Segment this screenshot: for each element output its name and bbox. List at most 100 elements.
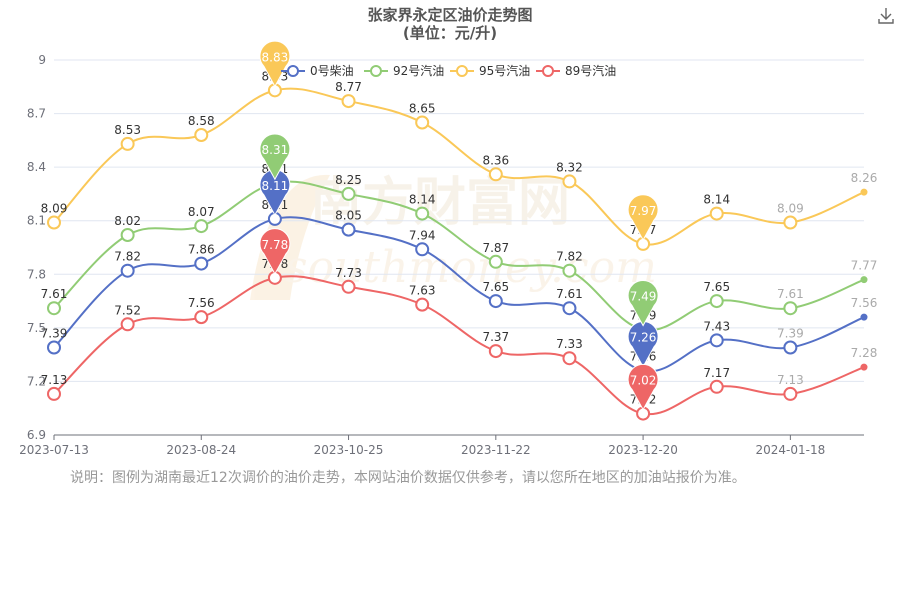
pin-label: 7.49 bbox=[630, 290, 657, 304]
data-label: 8.14 bbox=[703, 193, 730, 207]
y-tick-label: 8.1 bbox=[27, 214, 46, 228]
data-label: 7.52 bbox=[114, 303, 141, 317]
pin-label: 7.26 bbox=[630, 331, 657, 345]
data-label: 8.26 bbox=[851, 171, 878, 185]
data-label: 8.09 bbox=[777, 202, 804, 216]
legend-item[interactable]: 92号汽油 bbox=[364, 63, 444, 78]
marker-pin: 7.97 bbox=[627, 194, 659, 241]
data-label: 8.36 bbox=[482, 153, 509, 167]
data-point bbox=[415, 297, 430, 312]
y-tick-label: 6.9 bbox=[27, 428, 46, 442]
data-label: 8.05 bbox=[335, 209, 362, 223]
pin-label: 8.31 bbox=[262, 143, 289, 157]
y-tick-label: 7.2 bbox=[27, 374, 46, 388]
data-point bbox=[120, 317, 135, 332]
pin-label: 8.11 bbox=[262, 179, 289, 193]
data-label: 8.07 bbox=[188, 205, 215, 219]
y-tick-label: 7.5 bbox=[27, 321, 46, 335]
data-label: 7.82 bbox=[114, 250, 141, 264]
data-label: 8.32 bbox=[556, 160, 583, 174]
data-label: 7.17 bbox=[703, 366, 730, 380]
data-label: 8.14 bbox=[409, 193, 436, 207]
data-point bbox=[47, 301, 61, 316]
data-point bbox=[562, 351, 577, 366]
data-label: 7.56 bbox=[851, 296, 878, 310]
data-point bbox=[194, 128, 209, 142]
legend: 0号柴油 92号汽油 95号汽油 89号汽油 bbox=[281, 63, 616, 78]
legend-item[interactable]: 0号柴油 bbox=[281, 64, 354, 78]
data-label: 7.65 bbox=[703, 280, 730, 294]
data-label: 7.86 bbox=[188, 243, 215, 257]
data-label: 7.39 bbox=[777, 327, 804, 341]
y-tick-label: 8.7 bbox=[27, 107, 46, 121]
legend-symbol bbox=[287, 65, 299, 77]
data-point bbox=[562, 174, 577, 189]
data-label: 8.02 bbox=[114, 214, 141, 228]
data-label: 7.73 bbox=[335, 266, 362, 280]
data-label: 7.61 bbox=[41, 287, 68, 301]
legend-symbol bbox=[542, 65, 554, 77]
chart-title: 张家界永定区油价走势图 bbox=[367, 6, 533, 24]
pin-shape bbox=[259, 40, 291, 88]
data-label: 8.25 bbox=[335, 173, 362, 187]
series-line bbox=[53, 216, 865, 373]
data-point bbox=[709, 294, 724, 309]
data-point bbox=[488, 167, 503, 182]
pin-shape bbox=[627, 194, 659, 241]
series-4: 7.137.527.567.787.737.637.377.337.027.17… bbox=[41, 257, 877, 421]
data-point bbox=[860, 276, 868, 284]
data-point bbox=[488, 294, 503, 309]
pin-shape bbox=[259, 228, 291, 275]
legend-item[interactable]: 89号汽油 bbox=[536, 63, 616, 78]
data-label: 7.61 bbox=[777, 287, 804, 301]
data-point bbox=[783, 340, 798, 355]
y-tick-label: 8.4 bbox=[27, 160, 46, 174]
legend-item[interactable]: 95号汽油 bbox=[450, 63, 530, 78]
data-label: 7.82 bbox=[556, 250, 583, 264]
data-point bbox=[194, 219, 209, 234]
marker-pin: 7.78 bbox=[259, 228, 291, 275]
watermark-text: 南方财富网 bbox=[310, 173, 570, 233]
data-label: 8.53 bbox=[114, 123, 141, 137]
data-point bbox=[120, 136, 135, 151]
data-label: 7.43 bbox=[703, 319, 730, 333]
data-point bbox=[47, 386, 61, 401]
watermark-logo-shape bbox=[250, 174, 330, 300]
legend-label: 92号汽油 bbox=[393, 63, 444, 78]
data-label: 7.61 bbox=[556, 287, 583, 301]
data-point bbox=[47, 340, 61, 355]
legend-symbol bbox=[456, 65, 468, 77]
data-point bbox=[860, 313, 868, 321]
pin-label: 7.97 bbox=[630, 204, 657, 218]
data-point bbox=[415, 115, 430, 130]
x-tick-label: 2023-08-24 bbox=[166, 443, 236, 457]
marker-pin: 8.83 bbox=[259, 40, 291, 88]
data-label: 7.65 bbox=[482, 280, 509, 294]
data-point bbox=[709, 333, 724, 348]
data-label: 8.77 bbox=[335, 80, 362, 94]
legend-label: 0号柴油 bbox=[310, 64, 354, 78]
legend-symbol bbox=[370, 65, 382, 77]
data-point bbox=[488, 344, 503, 359]
pin-shape bbox=[627, 363, 659, 411]
legend-label: 95号汽油 bbox=[479, 63, 530, 78]
data-point bbox=[47, 215, 61, 230]
y-tick-label: 7.8 bbox=[27, 267, 46, 281]
data-point bbox=[860, 363, 868, 371]
marker-pin: 8.31 bbox=[259, 133, 291, 181]
download-icon[interactable] bbox=[876, 6, 896, 26]
data-point bbox=[341, 94, 356, 109]
data-label: 7.94 bbox=[409, 228, 436, 242]
pin-label: 7.02 bbox=[630, 374, 657, 388]
data-point bbox=[783, 301, 798, 316]
series-line bbox=[53, 275, 865, 416]
data-point bbox=[415, 242, 430, 257]
data-label: 7.13 bbox=[777, 373, 804, 387]
pin-label: 7.78 bbox=[262, 238, 289, 252]
pin-shape bbox=[627, 279, 659, 327]
data-label: 7.37 bbox=[482, 330, 509, 344]
x-tick-label: 2023-11-22 bbox=[461, 443, 531, 457]
data-point bbox=[194, 256, 209, 271]
data-label: 7.33 bbox=[556, 337, 583, 351]
